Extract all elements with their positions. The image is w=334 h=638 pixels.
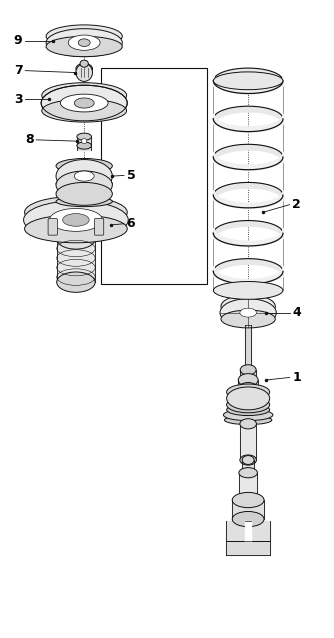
Ellipse shape (227, 384, 270, 400)
Text: 9: 9 (13, 34, 22, 47)
Ellipse shape (63, 214, 89, 226)
Polygon shape (238, 380, 258, 389)
Ellipse shape (81, 138, 87, 144)
Ellipse shape (227, 404, 270, 415)
Ellipse shape (224, 415, 272, 424)
Polygon shape (77, 137, 92, 150)
Text: 5: 5 (127, 169, 135, 182)
Ellipse shape (56, 182, 112, 205)
Bar (101, 68, 207, 284)
Ellipse shape (213, 281, 283, 299)
Ellipse shape (78, 39, 90, 47)
Ellipse shape (223, 409, 273, 420)
Ellipse shape (238, 374, 258, 387)
Ellipse shape (56, 197, 112, 207)
Ellipse shape (213, 72, 283, 90)
Ellipse shape (42, 83, 127, 108)
Ellipse shape (74, 171, 94, 181)
Text: 4: 4 (292, 306, 301, 319)
Ellipse shape (232, 493, 264, 508)
Ellipse shape (238, 383, 258, 395)
Ellipse shape (46, 36, 122, 57)
Ellipse shape (227, 387, 270, 410)
Ellipse shape (239, 495, 258, 505)
Ellipse shape (41, 85, 127, 121)
Ellipse shape (24, 201, 128, 239)
Ellipse shape (240, 455, 257, 465)
Polygon shape (252, 521, 270, 541)
Ellipse shape (68, 35, 100, 50)
Ellipse shape (46, 25, 122, 48)
Ellipse shape (227, 397, 270, 413)
Ellipse shape (242, 456, 254, 464)
Ellipse shape (76, 63, 93, 74)
Text: 3: 3 (14, 93, 23, 106)
Text: 7: 7 (14, 64, 23, 77)
Ellipse shape (221, 310, 275, 328)
Polygon shape (239, 473, 258, 500)
Text: 6: 6 (127, 217, 135, 230)
Ellipse shape (42, 100, 127, 122)
Ellipse shape (240, 365, 256, 375)
Ellipse shape (57, 272, 95, 292)
Ellipse shape (74, 98, 94, 108)
Polygon shape (242, 460, 254, 473)
Polygon shape (245, 521, 252, 541)
FancyBboxPatch shape (48, 219, 57, 235)
Ellipse shape (242, 468, 254, 477)
Polygon shape (226, 521, 245, 541)
Polygon shape (240, 370, 256, 380)
Ellipse shape (240, 375, 256, 385)
Ellipse shape (60, 94, 108, 112)
Polygon shape (245, 325, 251, 370)
Polygon shape (226, 541, 270, 555)
Text: 8: 8 (25, 133, 33, 146)
Polygon shape (240, 424, 257, 460)
Ellipse shape (46, 29, 122, 57)
Ellipse shape (239, 468, 258, 478)
Ellipse shape (220, 299, 276, 327)
Ellipse shape (56, 158, 112, 174)
Ellipse shape (221, 295, 275, 318)
Ellipse shape (57, 229, 95, 249)
Ellipse shape (25, 215, 127, 243)
Ellipse shape (76, 64, 93, 82)
Ellipse shape (77, 133, 92, 140)
Ellipse shape (232, 512, 264, 527)
Ellipse shape (56, 171, 112, 199)
Ellipse shape (49, 209, 103, 232)
Ellipse shape (240, 419, 257, 429)
Polygon shape (232, 500, 264, 519)
Ellipse shape (240, 308, 257, 317)
Text: 1: 1 (292, 371, 301, 384)
Ellipse shape (25, 197, 127, 228)
Ellipse shape (56, 160, 112, 193)
Ellipse shape (80, 60, 88, 67)
Text: 2: 2 (292, 198, 301, 211)
FancyBboxPatch shape (95, 219, 104, 235)
Polygon shape (57, 239, 95, 282)
Ellipse shape (77, 142, 92, 149)
Ellipse shape (56, 177, 112, 190)
